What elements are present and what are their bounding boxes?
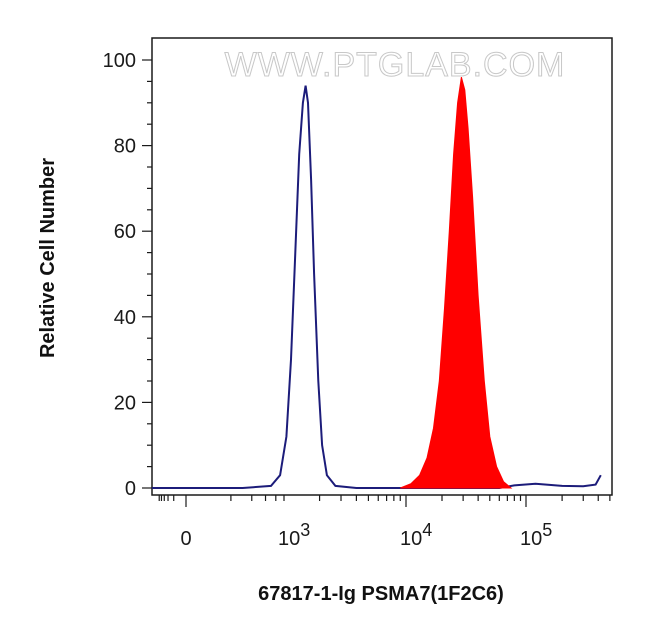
x-axis-title: 67817-1-Ig PSMA7(1F2C6) [258, 583, 504, 605]
watermark: WWW.PTGLAB.COM [225, 46, 566, 84]
x-tick-label: 0 [180, 528, 191, 550]
y-tick-label: 80 [114, 136, 136, 158]
y-axis: 0 20 40 60 80 100 [103, 50, 152, 500]
y-tick-label: 0 [125, 478, 136, 500]
series-filled-histogram [400, 76, 513, 489]
x-tick-label: 105 [520, 520, 552, 550]
y-tick-label: 40 [114, 307, 136, 329]
y-tick-label: 20 [114, 392, 136, 414]
plot-frame [151, 37, 613, 496]
series-outline-histogram [152, 85, 602, 489]
x-tick-label: 103 [278, 520, 310, 550]
y-axis-title: Relative Cell Number [37, 158, 59, 358]
x-tick-label: 104 [400, 520, 432, 550]
plot-border [151, 37, 613, 496]
y-tick-label: 100 [103, 50, 136, 72]
series-layer [152, 76, 602, 489]
x-axis: 0 103 104 105 [158, 495, 611, 550]
y-tick-label: 60 [114, 221, 136, 243]
